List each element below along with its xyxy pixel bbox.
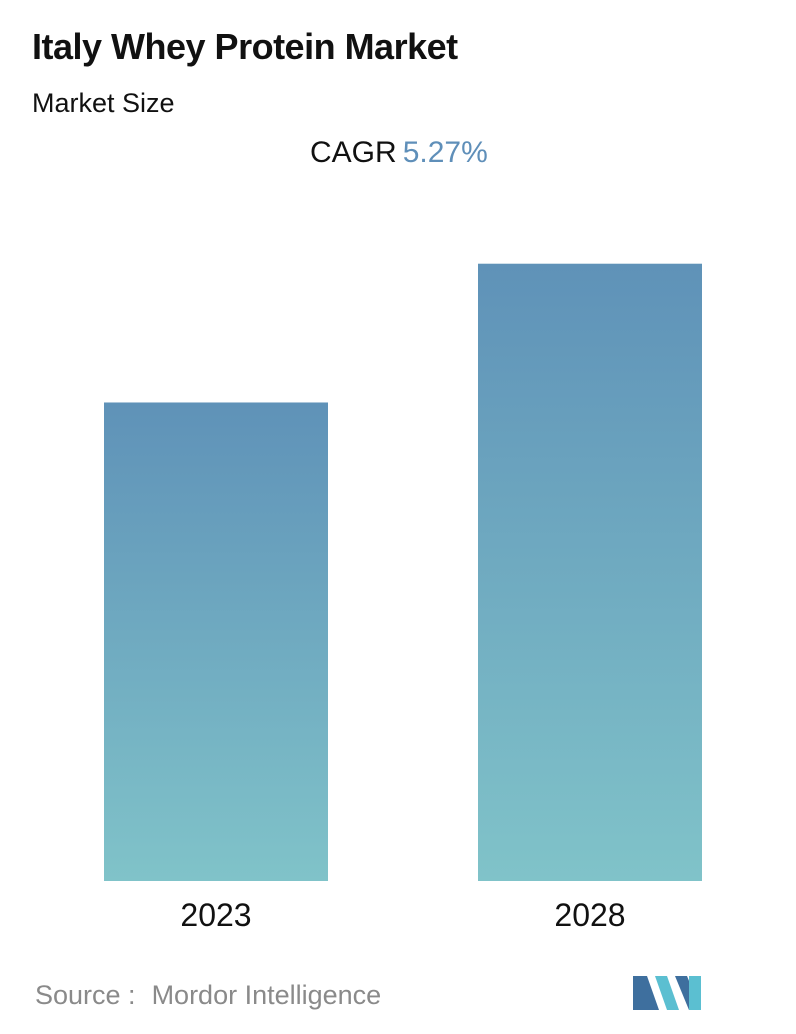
x-tick-label-2023: 2023 — [180, 897, 251, 933]
logo-right-bar — [689, 976, 701, 1010]
source-note: Source : Mordor Intelligence — [35, 980, 381, 1011]
cagr-annotation: CAGR 5.27% — [310, 136, 488, 170]
bars-group — [104, 263, 702, 881]
logo-left-shape — [633, 976, 659, 1010]
x-tick-label-2028: 2028 — [554, 897, 625, 933]
logo-mid-shape — [655, 976, 679, 1010]
cagr-label: CAGR — [310, 136, 397, 169]
mordor-intelligence-logo-icon — [633, 976, 701, 1010]
chart-subtitle: Market Size — [32, 88, 175, 118]
source-label: Source : — [35, 980, 136, 1010]
x-tick-labels: 2023 2028 — [180, 897, 625, 933]
chart-title: Italy Whey Protein Market — [32, 26, 458, 67]
bar-2028 — [478, 263, 702, 881]
cagr-value: 5.27% — [402, 136, 488, 169]
bar-2023 — [104, 402, 328, 881]
source-name: Mordor Intelligence — [151, 980, 382, 1010]
